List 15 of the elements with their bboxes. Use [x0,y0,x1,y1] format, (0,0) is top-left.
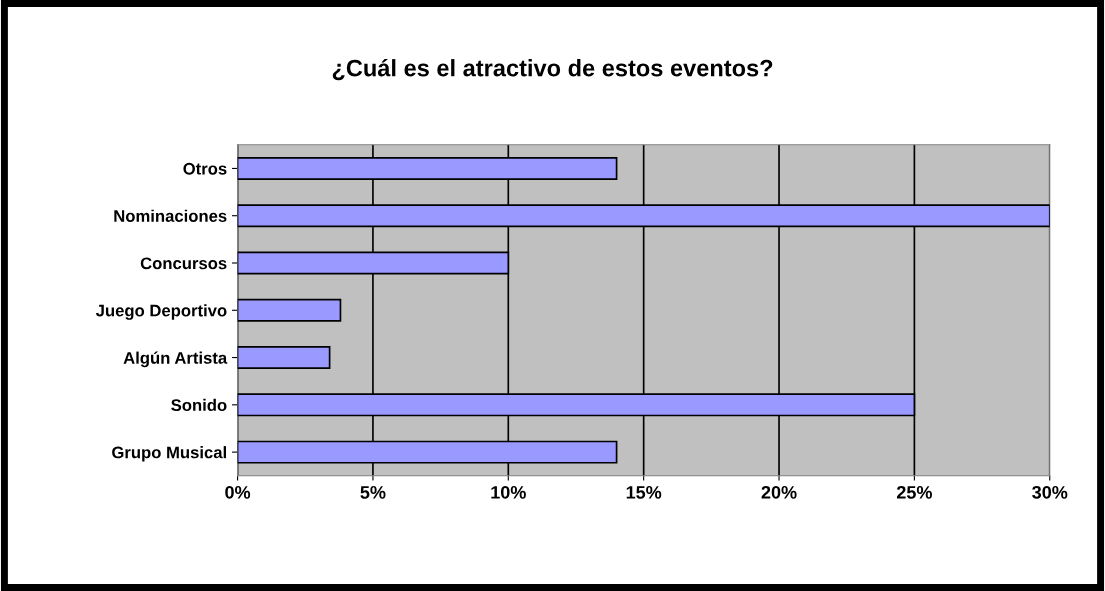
x-tick-label: 15% [626,486,662,499]
x-tick-label: 10% [491,485,526,499]
y-tick-label: Nominaciones [114,209,227,222]
x-tick-label: 25% [896,485,932,499]
y-tick-label: Concursos [140,257,227,270]
x-tick-label: 30% [1032,485,1068,499]
y-tick-label: Sonido [171,398,227,412]
y-tick-label: Grupo Musical [112,446,226,462]
x-tick-label: 5% [360,486,386,499]
x-tick-label: 20% [761,485,797,499]
y-tick-label: Otros [183,162,227,175]
y-tick-label: Juego Deportivo [95,304,227,320]
x-tick-label: 0% [225,485,251,499]
chart-title: ¿Cuál es el atractivo de estos eventos? [332,58,773,81]
y-tick-label: Algún Artista [123,351,228,368]
